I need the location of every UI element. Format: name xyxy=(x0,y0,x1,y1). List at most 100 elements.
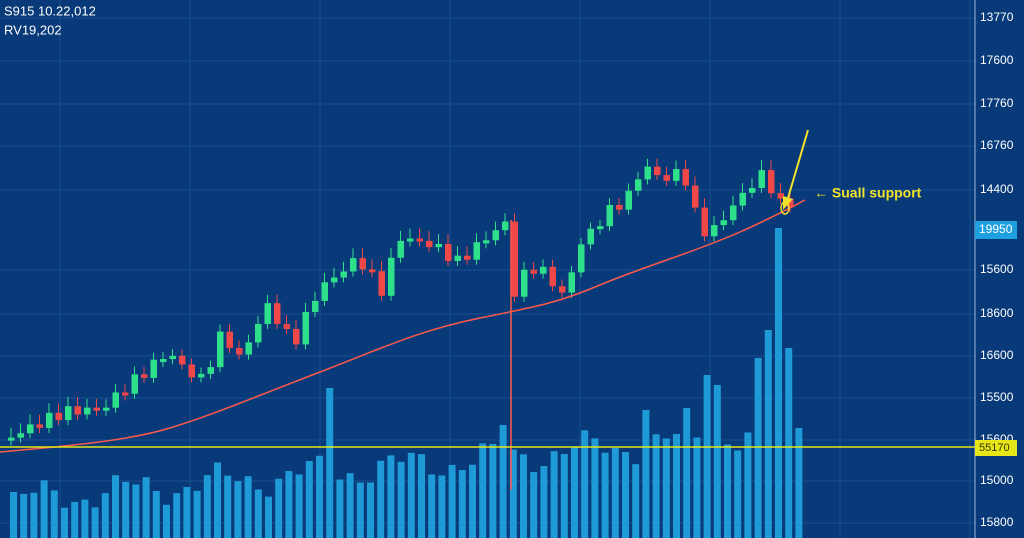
annotation: ← Suall support xyxy=(814,185,922,201)
volume-bar xyxy=(295,474,303,538)
volume-bar xyxy=(550,451,558,538)
candle-body xyxy=(673,169,680,181)
axis-label: 15500 xyxy=(980,390,1014,404)
candle-body xyxy=(701,207,708,237)
last-price: 19950 xyxy=(979,222,1013,236)
candle-body xyxy=(435,243,442,248)
candle-body xyxy=(255,323,262,343)
volume-bar xyxy=(744,432,752,538)
volume-bar xyxy=(234,481,242,538)
volume-bar xyxy=(265,496,272,538)
volume-bar xyxy=(316,455,323,538)
volume-bar xyxy=(254,489,262,538)
candle-body xyxy=(302,311,309,345)
candles xyxy=(8,158,794,446)
price-axis: 13770 17600 17760 16760 14400 15600 18600 16600… xyxy=(980,10,1014,529)
volume-bar xyxy=(571,447,578,538)
candle-body xyxy=(369,269,376,273)
candle-body xyxy=(103,407,110,411)
candle-body xyxy=(359,258,366,270)
candle-body xyxy=(597,226,604,230)
candle-body xyxy=(407,238,414,242)
volume-bar xyxy=(244,476,252,538)
volume-bar xyxy=(377,460,385,538)
volume-bar xyxy=(275,478,283,538)
candle-body xyxy=(160,359,167,363)
volume-bar xyxy=(479,443,487,538)
candle-body xyxy=(84,407,91,415)
volume-bar xyxy=(652,434,660,538)
volume-bar xyxy=(193,490,201,538)
volume-bars xyxy=(10,228,803,538)
volume-bar xyxy=(428,474,436,538)
candle-body xyxy=(36,424,43,428)
candle-body xyxy=(711,225,718,237)
volume-bar xyxy=(142,477,150,538)
volume-bar xyxy=(713,385,721,538)
candle-body xyxy=(720,220,727,226)
volume-bar xyxy=(71,501,79,538)
volume-bar xyxy=(173,493,181,538)
volume-bar xyxy=(112,475,119,538)
volume-bar xyxy=(642,410,650,538)
candle-body xyxy=(663,175,670,181)
volume-bar xyxy=(122,481,130,538)
candle-body xyxy=(692,185,699,208)
last-price-box xyxy=(975,221,1017,239)
candle-body xyxy=(264,303,271,324)
axis-label: 13770 xyxy=(980,10,1014,24)
volume-bar xyxy=(132,484,140,538)
candle-body xyxy=(131,374,138,394)
volume-bar xyxy=(662,438,670,538)
candle-body xyxy=(549,266,556,287)
volume-bar xyxy=(489,443,497,538)
candle-body xyxy=(473,242,480,260)
candle-body xyxy=(378,271,385,296)
candle-body xyxy=(635,179,642,191)
volume-bar xyxy=(367,482,374,538)
candle-body xyxy=(426,240,433,248)
volume-bar xyxy=(540,466,548,538)
support-marker xyxy=(780,201,790,215)
candle-body xyxy=(226,331,233,349)
volume-bar xyxy=(458,470,466,538)
axis-label: 17600 xyxy=(980,53,1014,67)
header-line: S915 10.22,012 xyxy=(4,3,96,18)
candle-body xyxy=(236,348,243,355)
volume-bar xyxy=(754,358,762,538)
candle-body xyxy=(293,328,300,345)
volume-bar xyxy=(683,408,691,538)
candle-body xyxy=(274,303,281,324)
volume-bar xyxy=(203,475,211,538)
volume-bar xyxy=(775,228,782,538)
candle-body xyxy=(141,374,148,378)
candle-body xyxy=(464,255,471,260)
volume-bar xyxy=(673,433,680,538)
volume-bar xyxy=(632,464,640,538)
candle-body xyxy=(93,407,100,411)
volume-bar xyxy=(356,482,364,538)
candle-body xyxy=(321,282,328,301)
candle-body xyxy=(198,373,205,378)
volume-bar xyxy=(601,452,609,538)
candle-body xyxy=(777,193,784,199)
candle-body xyxy=(245,342,252,355)
candle-body xyxy=(540,266,547,274)
candle-body xyxy=(521,269,528,297)
candle-body xyxy=(283,323,290,329)
volume-bar xyxy=(91,507,99,538)
level-price: 55170 xyxy=(979,442,1010,454)
axis-label: 14400 xyxy=(980,182,1014,196)
candle-body xyxy=(46,412,53,428)
volume-bar xyxy=(734,450,742,538)
volume-bar xyxy=(764,330,772,538)
candle-body xyxy=(644,166,651,180)
volume-bar xyxy=(530,472,538,538)
candle-body xyxy=(587,228,594,245)
volume-bar xyxy=(40,480,48,538)
volume-bar xyxy=(448,464,456,538)
volume-bar xyxy=(622,452,629,538)
candle-body xyxy=(112,392,119,408)
volume-bar xyxy=(163,504,170,538)
candle-body xyxy=(27,424,34,434)
